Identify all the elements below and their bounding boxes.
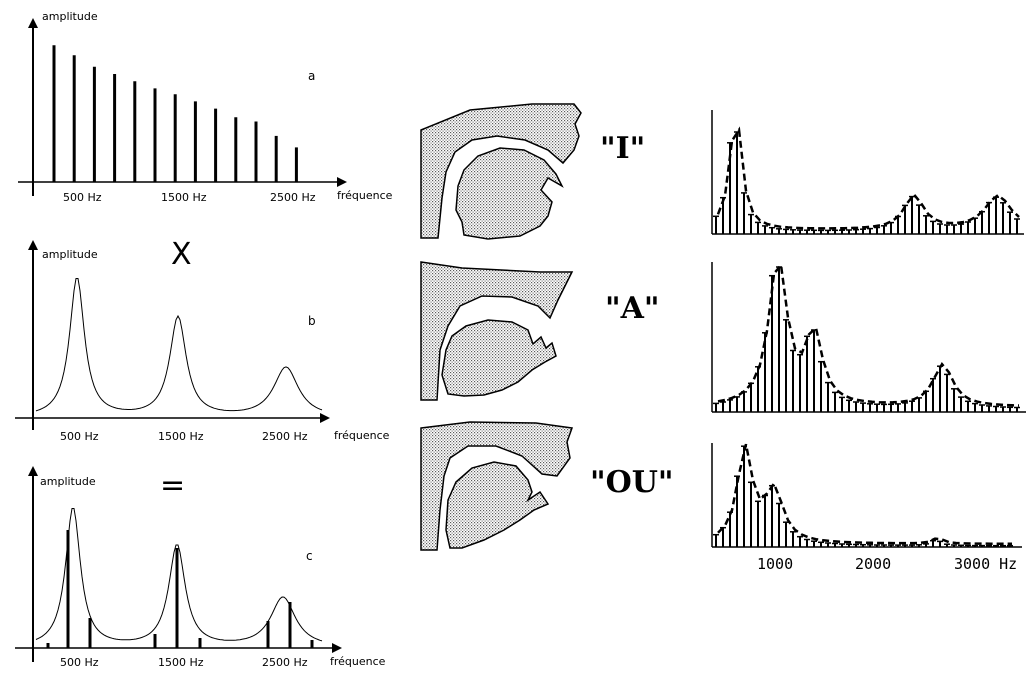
panel-b-tick-2500: 2500 Hz (262, 430, 308, 443)
panel-a-tick-500: 500 Hz (63, 191, 102, 204)
panel-b-tick-500: 500 Hz (60, 430, 99, 443)
spectrum-i-bars (713, 131, 1020, 234)
panel-c-tick-500: 500 Hz (60, 656, 99, 669)
panel-a-tick-2500: 2500 Hz (270, 191, 316, 204)
panel-c-tick-1500: 1500 Hz (158, 656, 204, 669)
vowel-label-a: "A" (605, 291, 660, 326)
spectrum-ou: 1000 2000 3000 Hz (711, 443, 1022, 573)
panel-c-tick-2500: 2500 Hz (262, 656, 308, 669)
panel-b-tick-1500: 1500 Hz (158, 430, 204, 443)
panel-b: amplitude b 500 Hz 1500 Hz 2500 Hz fréqu… (15, 240, 390, 443)
panel-a: amplitude a 500 Hz 1500 Hz 2500 Hz fréqu… (18, 10, 393, 204)
panel-c-frequency-label: fréquence (330, 655, 386, 668)
right-tick-2000: 2000 (855, 555, 891, 573)
panel-a-letter: a (308, 69, 315, 83)
panel-b-formant-envelope (35, 278, 323, 412)
vocal-tract-ou-tongue (445, 461, 550, 549)
vocal-tract-i-upper (420, 103, 582, 239)
panel-c-letter: c (306, 549, 313, 563)
spectrum-a-bars (713, 266, 1020, 412)
spectrum-ou-envelope (717, 443, 1012, 545)
panel-b-amplitude-label: amplitude (42, 248, 98, 261)
spectrum-a (711, 261, 1026, 413)
right-tick-3000: 3000 Hz (954, 555, 1017, 573)
equals-operator: = (160, 468, 185, 503)
vowel-label-ou: "OU" (590, 465, 674, 500)
spectrum-a-envelope (717, 261, 1020, 407)
spectrum-i-envelope (716, 126, 1020, 230)
panel-b-letter: b (308, 314, 316, 328)
vowel-label-i: "I" (600, 131, 645, 166)
vocal-tract-a-upper (420, 261, 574, 401)
panel-a-tick-1500: 1500 Hz (161, 191, 207, 204)
panel-c-harmonics (46, 530, 314, 648)
panel-c-formant-envelope (35, 508, 323, 642)
vocal-tract-a: "A" (420, 261, 660, 401)
spectrum-i (711, 110, 1024, 235)
panel-c: amplitude c 500 Hz 1500 Hz 2500 Hz fréqu… (15, 466, 386, 669)
multiply-operator: X (171, 237, 192, 272)
vocal-tract-ou-upper (420, 421, 574, 551)
right-tick-1000: 1000 (757, 555, 793, 573)
vocal-tract-ou: "OU" (420, 421, 674, 551)
panel-a-harmonics (52, 45, 298, 182)
panel-a-frequency-label: fréquence (337, 189, 393, 202)
vocal-tract-i: "I" (420, 103, 645, 240)
panel-a-amplitude-label: amplitude (42, 10, 98, 23)
panel-b-frequency-label: fréquence (334, 429, 390, 442)
vocal-tract-a-tongue (441, 319, 557, 397)
panel-c-amplitude-label: amplitude (40, 475, 96, 488)
vocal-tract-i-tongue (455, 147, 564, 240)
